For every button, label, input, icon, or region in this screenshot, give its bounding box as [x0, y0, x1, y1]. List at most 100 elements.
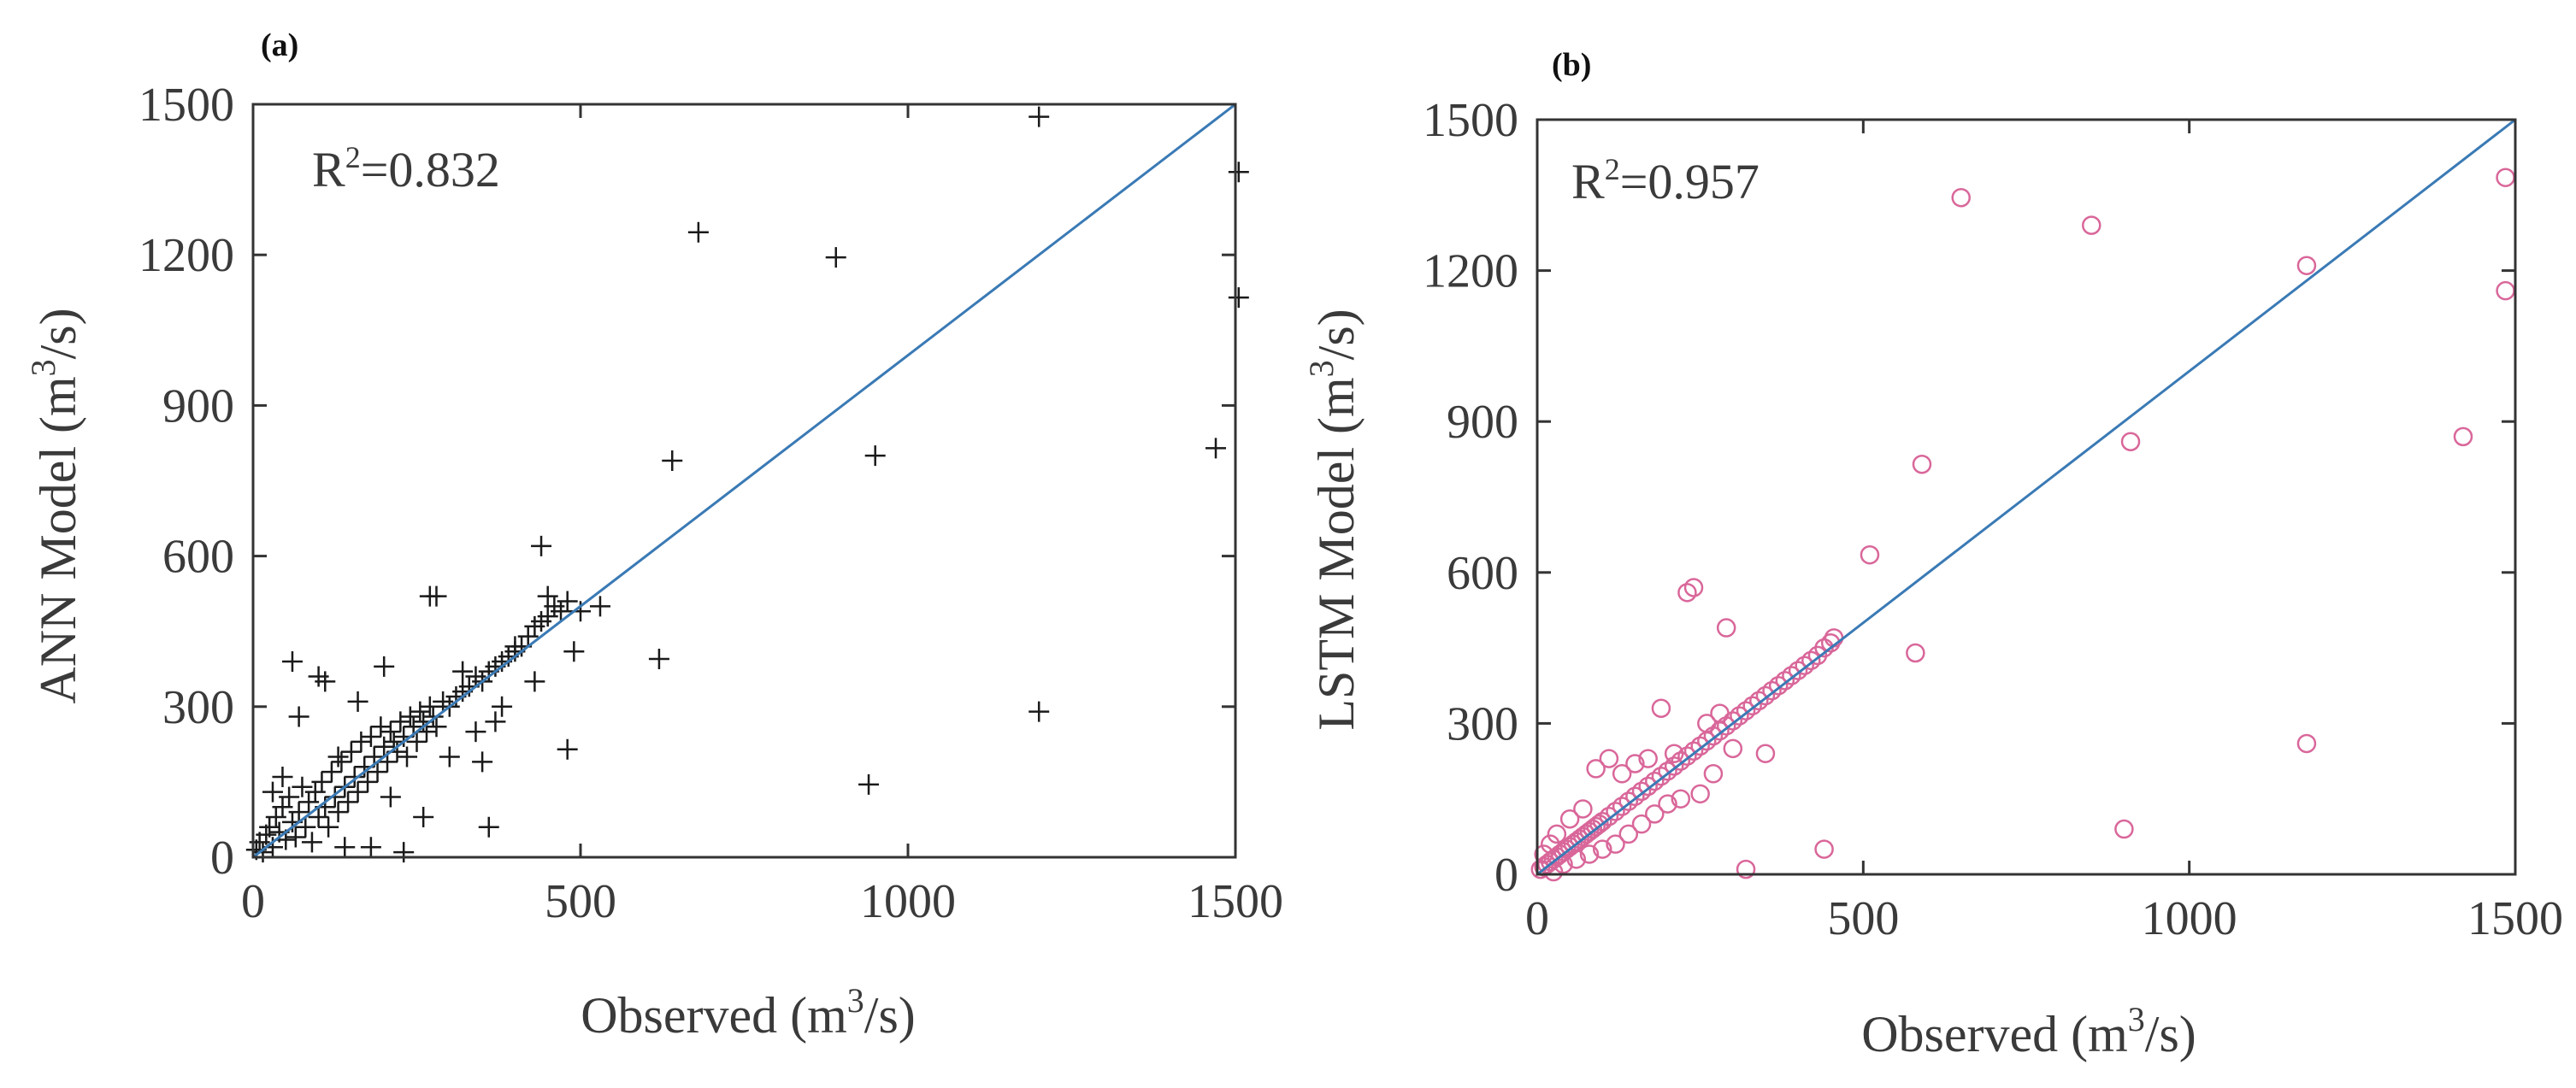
data-point-circle-b: [1723, 738, 1743, 759]
data-point-circle-b: [2496, 280, 2515, 301]
data-point-plus-a: [406, 731, 427, 752]
data-point-plus-a: [439, 746, 460, 767]
data-point-plus-a: [648, 649, 669, 670]
data-point-plus-a: [393, 842, 415, 863]
data-point-plus-a: [422, 706, 444, 727]
data-point-circle-b: [1697, 714, 1717, 733]
data-point-plus-a: [334, 837, 356, 858]
r-squared-annotation-a: R2=0.832: [312, 140, 500, 197]
data-point-plus-a: [410, 701, 431, 722]
data-point-plus-a: [563, 641, 585, 662]
data-point-plus-a: [399, 706, 421, 727]
data-point-circle-b: [1566, 850, 1587, 869]
data-point-plus-a: [524, 671, 545, 692]
data-point-plus-a: [662, 450, 683, 472]
data-point-circle-b: [1671, 789, 1691, 809]
x-axis-label-suffix-a: /s): [864, 987, 916, 1044]
data-point-plus-a: [295, 816, 316, 838]
data-point-circle-b: [1860, 544, 1880, 565]
data-point-circle-b: [2082, 215, 2101, 235]
data-point-circle-b: [1593, 811, 1612, 832]
x-tick-label-b: 1000: [2142, 892, 2237, 945]
data-point-plus-a: [465, 721, 486, 743]
data-point-plus-a: [478, 816, 499, 838]
y-tick-label-a: 1500: [139, 79, 234, 132]
data-point-circle-b: [1593, 839, 1612, 859]
y-tick-label-b: 0: [1494, 849, 1518, 902]
data-point-circle-b: [1618, 791, 1639, 811]
r-squared-exponent-b: 2: [1605, 152, 1620, 186]
y-tick-label-a: 1200: [139, 229, 234, 282]
data-point-circle-b: [1612, 764, 1632, 784]
data-point-plus-a: [360, 726, 381, 748]
data-point-circle-b: [1664, 756, 1684, 776]
y-axis-label-prefix-a: ANN Model (m: [30, 376, 86, 703]
data-point-circle-b: [1586, 816, 1606, 837]
data-point-circle-b: [1573, 799, 1593, 819]
data-point-plus-a: [327, 746, 349, 767]
data-point-plus-a: [285, 826, 306, 848]
data-point-plus-a: [281, 650, 303, 672]
data-point-circle-b: [1625, 786, 1645, 807]
data-point-plus-a: [397, 746, 418, 767]
data-point-circle-b: [1775, 671, 1795, 691]
y-tick-label-b: 1500: [1423, 94, 1518, 147]
data-point-circle-b: [2453, 426, 2473, 447]
data-point-circle-b: [1814, 839, 1834, 859]
data-point-plus-a: [589, 596, 610, 617]
x-tick-label-b: 1500: [2467, 892, 2563, 945]
y-axis-label-exponent-b: 3: [1302, 360, 1341, 377]
data-point-circle-b: [1683, 578, 1704, 597]
data-point-circle-b: [2296, 256, 2317, 275]
data-point-circle-b: [1755, 744, 1776, 763]
data-point-plus-a: [272, 767, 293, 788]
data-point-circle-b: [1690, 784, 1710, 804]
data-point-plus-a: [472, 751, 493, 773]
y-tick-label-a: 0: [210, 832, 234, 885]
y-axis-label-exponent-a: 3: [24, 359, 62, 376]
data-point-circle-b: [1579, 844, 1600, 864]
panel-b: (b) 0 500 1000 1500 0 300 600 900 1200 1500 R2=0.…: [1302, 47, 2563, 1062]
scatter-marks-a: [245, 106, 1249, 863]
panel-a: (a) 0 500 1000 1500 0 300 600 900 1200 1500 R2=0.…: [24, 27, 1283, 1044]
x-tick-label-a: 1000: [860, 875, 956, 928]
data-point-circle-b: [1599, 807, 1619, 826]
reference-line-b: [1536, 118, 2516, 876]
data-point-circle-b: [1736, 701, 1756, 720]
plot-frame-a: [251, 103, 1237, 859]
data-point-plus-a: [1228, 287, 1249, 309]
x-axis-label-prefix-b: Observed (m: [1861, 1006, 2128, 1062]
data-point-plus-a: [357, 771, 379, 792]
panel-label-b: (b): [1552, 47, 1591, 83]
data-point-plus-a: [390, 711, 411, 732]
y-tick-label-b: 300: [1447, 697, 1518, 750]
data-point-circle-b: [1651, 698, 1671, 718]
data-point-circle-b: [1749, 691, 1769, 711]
data-point-plus-a: [426, 585, 447, 607]
x-axis-label-exponent-a: 3: [847, 981, 864, 1020]
data-point-plus-a: [419, 696, 440, 717]
data-point-circle-b: [1912, 454, 1932, 474]
data-point-plus-a: [380, 786, 401, 808]
data-point-circle-b: [1559, 809, 1580, 829]
data-point-plus-a: [492, 696, 513, 717]
data-point-circle-b: [2496, 168, 2515, 187]
data-point-plus-a: [279, 786, 300, 808]
data-point-circle-b: [1625, 754, 1645, 773]
data-point-circle-b: [1782, 666, 1801, 685]
data-point-plus-a: [288, 802, 309, 823]
y-axis-label-prefix-b: LSTM Model (m: [1308, 377, 1365, 730]
x-tick-label-a: 1500: [1188, 875, 1283, 928]
x-tick-label-b: 0: [1525, 892, 1549, 945]
data-point-plus-a: [321, 762, 342, 783]
data-point-plus-a: [1029, 106, 1050, 127]
data-point-circle-b: [1710, 703, 1730, 723]
r-squared-exponent-a: 2: [345, 140, 361, 174]
data-point-plus-a: [327, 802, 349, 823]
data-point-plus-a: [452, 661, 474, 682]
data-point-circle-b: [1683, 741, 1704, 762]
data-point-circle-b: [1658, 794, 1677, 814]
data-point-circle-b: [1951, 187, 1971, 208]
y-tick-label-b: 600: [1447, 547, 1518, 600]
